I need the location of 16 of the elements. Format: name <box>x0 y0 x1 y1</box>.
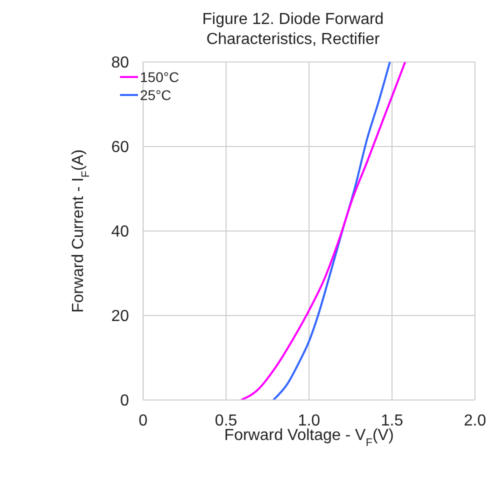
line-series <box>272 62 391 400</box>
legend-label: 25°C <box>140 86 172 104</box>
x-tick-label: 1.5 <box>380 412 404 430</box>
y-tick-label: 0 <box>120 392 130 410</box>
y-tick-label: 80 <box>111 54 130 72</box>
y-tick-label: 20 <box>111 308 130 326</box>
y-tick-label: 60 <box>111 139 130 156</box>
y-tick-label: 40 <box>111 224 130 241</box>
legend-label: 150°C <box>140 68 180 86</box>
line-series <box>240 62 406 400</box>
x-tick-label: 0 <box>138 412 148 430</box>
x-tick-label: 2.0 <box>464 412 486 430</box>
x-tick-label: 1.0 <box>298 412 320 430</box>
chart-title: Figure 12. Diode Forward Characteristics, Rectifier <box>201 10 385 50</box>
x-axis-title: Forward Voltage - V$_{F}$(V) <box>224 427 394 449</box>
x-tick-label: 0.5 <box>214 412 238 430</box>
